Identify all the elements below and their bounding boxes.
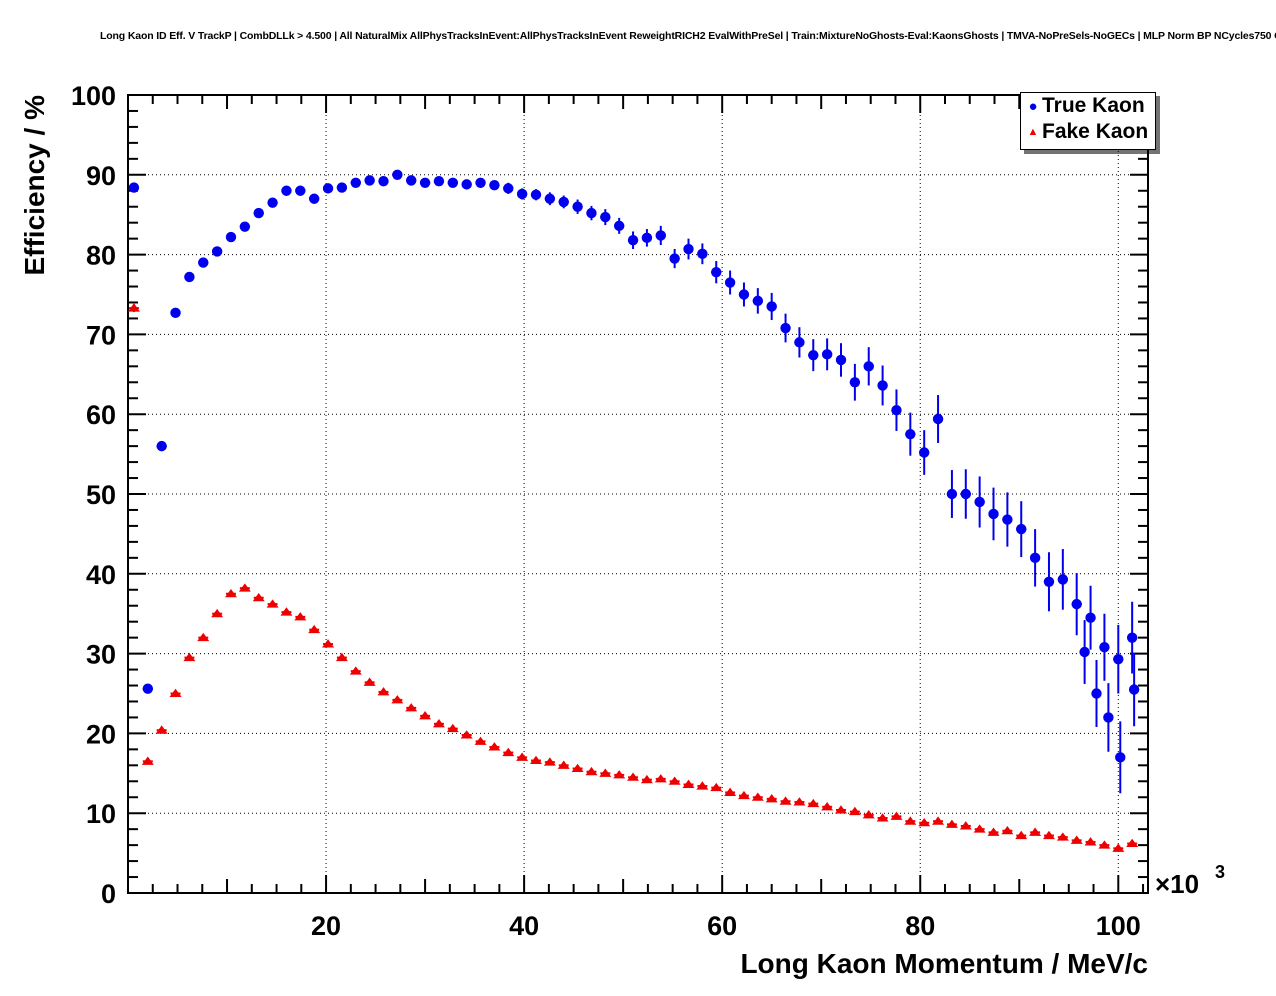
y-tick-label: 30 [86,640,116,670]
y-tick-label: 40 [86,560,116,590]
x-tick-label: 20 [311,911,341,941]
circle-marker-icon: ● [1028,97,1038,115]
y-tick-label: 20 [86,719,116,749]
x-axis-multiplier-exponent: 3 [1215,862,1225,882]
x-tick-label: 40 [509,911,539,941]
triangle-marker-icon: ▲ [1027,125,1039,138]
legend-entry-fake-kaon[interactable]: ▲ Fake Kaon [1021,119,1155,145]
y-tick-label: 100 [71,81,116,111]
y-tick-label: 0 [101,879,116,909]
page-title: Long Kaon ID Eff. V TrackP | CombDLLk > … [100,30,1276,42]
y-axis-title: Efficiency / % [19,95,50,276]
y-tick-label: 80 [86,241,116,271]
x-axis-multiplier: ×10 [1155,869,1199,899]
legend-label: True Kaon [1042,94,1145,117]
axis-tick-labels: 0 10 20 30 40 50 60 70 80 90 100 20 40 60 80 100 [71,81,1141,941]
y-tick-label: 70 [86,320,116,350]
legend-label: Fake Kaon [1042,120,1149,143]
data-points [127,169,1140,852]
y-tick-label: 10 [86,799,116,829]
y-tick-label: 50 [86,480,116,510]
series-true-kaon-tail [1079,620,1140,794]
x-tick-label: 80 [905,911,935,941]
legend: ● True Kaon ▲ Fake Kaon [1020,92,1156,150]
series-true-kaon [128,169,1138,694]
y-tick-label: 90 [86,161,116,191]
axis-ticks [127,94,1148,894]
x-tick-label: 60 [707,911,737,941]
x-tick-label: 100 [1096,911,1141,941]
grid-lines [128,95,1148,893]
y-tick-label: 60 [86,400,116,430]
series-fake-kaon [127,303,1139,852]
legend-entry-true-kaon[interactable]: ● True Kaon [1021,93,1155,119]
x-axis-title: Long Kaon Momentum / MeV/c [740,948,1148,979]
